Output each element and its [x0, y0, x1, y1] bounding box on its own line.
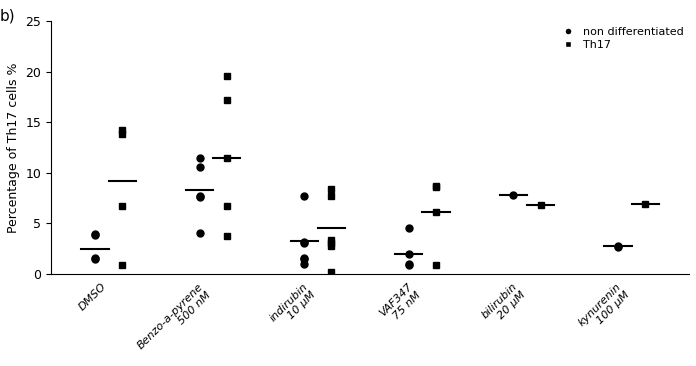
- Text: b): b): [0, 8, 16, 23]
- Legend: non differentiated, Th17: non differentiated, Th17: [557, 27, 683, 50]
- Y-axis label: Percentage of Th17 cells %: Percentage of Th17 cells %: [7, 62, 20, 233]
